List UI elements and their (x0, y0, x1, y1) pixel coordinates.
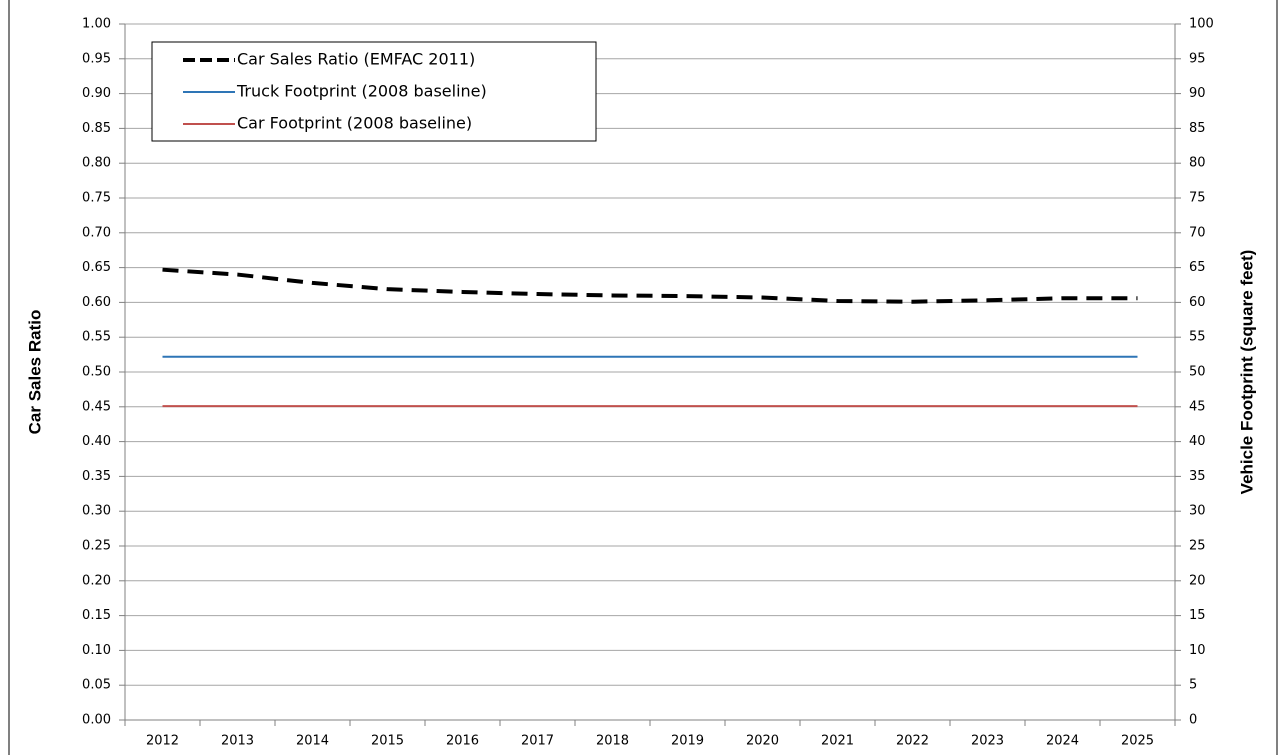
y-tick-label: 0.95 (82, 51, 111, 66)
y2-tick-label: 0 (1189, 713, 1197, 728)
x-tick-label: 2017 (521, 734, 554, 749)
y-tick-label: 0.25 (82, 539, 111, 554)
y-axis-title: Car Sales Ratio (25, 310, 44, 435)
legend-label: Car Sales Ratio (EMFAC 2011) (237, 50, 475, 69)
y-tick-label: 0.10 (82, 643, 111, 658)
x-tick-label: 2023 (971, 734, 1004, 749)
legend-label: Car Footprint (2008 baseline) (237, 114, 472, 133)
y-tick-label: 0.75 (82, 191, 111, 206)
y-tick-label: 0.15 (82, 608, 111, 623)
x-tick-label: 2024 (1046, 734, 1079, 749)
y2-tick-label: 70 (1189, 225, 1206, 240)
y-tick-label: 0.00 (82, 713, 111, 728)
series-line (162, 267, 1138, 304)
x-tick-label: 2015 (371, 734, 404, 749)
y2-tick-label: 25 (1189, 539, 1206, 554)
y-tick-label: 0.90 (82, 86, 111, 101)
y-tick-label: 0.80 (82, 156, 111, 171)
y2-tick-label: 5 (1189, 678, 1197, 693)
y-tick-label: 0.30 (82, 504, 111, 519)
y-tick-label: 0.40 (82, 434, 111, 449)
x-tick-label: 2012 (146, 734, 179, 749)
y2-tick-label: 95 (1189, 51, 1206, 66)
x-tick-label: 2022 (896, 734, 929, 749)
y2-tick-label: 30 (1189, 504, 1206, 519)
y2-tick-label: 75 (1189, 191, 1206, 206)
y2-tick-label: 100 (1189, 17, 1214, 32)
y-tick-label: 0.65 (82, 260, 111, 275)
y2-tick-label: 80 (1189, 156, 1206, 171)
y2-tick-label: 15 (1189, 608, 1206, 623)
y2-tick-label: 65 (1189, 260, 1206, 275)
y-tick-label: 0.60 (82, 295, 111, 310)
x-tick-label: 2018 (596, 734, 629, 749)
y-tick-label: 0.85 (82, 121, 111, 136)
y2-tick-label: 60 (1189, 295, 1206, 310)
x-tick-label: 2016 (446, 734, 479, 749)
y2-tick-label: 20 (1189, 573, 1206, 588)
y2-tick-label: 55 (1189, 330, 1206, 345)
x-tick-label: 2020 (746, 734, 779, 749)
y2-axis-title: Vehicle Footprint (square feet) (1237, 250, 1256, 495)
y-tick-label: 0.50 (82, 365, 111, 380)
y-tick-label: 0.45 (82, 399, 111, 414)
y2-tick-label: 50 (1189, 365, 1206, 380)
y2-tick-label: 10 (1189, 643, 1206, 658)
legend-label: Truck Footprint (2008 baseline) (236, 82, 487, 101)
y-tick-label: 0.05 (82, 678, 111, 693)
x-tick-label: 2025 (1121, 734, 1154, 749)
y2-tick-label: 85 (1189, 121, 1206, 136)
y-tick-label: 0.55 (82, 330, 111, 345)
y-tick-label: 0.70 (82, 225, 111, 240)
x-tick-label: 2021 (821, 734, 854, 749)
x-tick-label: 2013 (221, 734, 254, 749)
x-tick-label: 2019 (671, 734, 704, 749)
y-tick-label: 0.20 (82, 573, 111, 588)
y2-tick-label: 45 (1189, 399, 1206, 414)
y2-tick-label: 40 (1189, 434, 1206, 449)
x-tick-label: 2014 (296, 734, 329, 749)
y-tick-label: 1.00 (82, 17, 111, 32)
y2-tick-label: 35 (1189, 469, 1206, 484)
y-tick-label: 0.35 (82, 469, 111, 484)
y2-tick-label: 90 (1189, 86, 1206, 101)
